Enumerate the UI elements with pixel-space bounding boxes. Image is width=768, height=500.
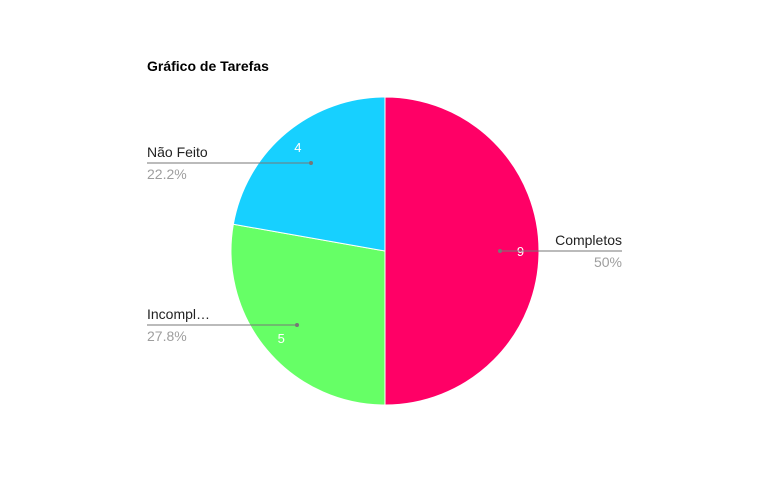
leader-dot-completos	[498, 249, 502, 253]
pie-slices	[230, 96, 540, 406]
slice-value-incompletos: 5	[278, 331, 285, 346]
chart-title: Gráfico de Tarefas	[147, 58, 269, 74]
leader-dot-nao-feito	[309, 161, 313, 165]
slice-percent-nao-feito: 22.2%	[147, 166, 187, 182]
slice-percent-incompletos: 27.8%	[147, 328, 187, 344]
slice-label-completos: Completos	[555, 232, 622, 248]
slice-label-nao-feito: Não Feito	[147, 144, 208, 160]
pie-slice-incompletos	[230, 223, 386, 406]
slice-percent-completos: 50%	[594, 254, 622, 270]
leader-dot-incompletos	[295, 323, 299, 327]
slice-value-nao-feito: 4	[294, 140, 301, 155]
pie-slice-nao-feito	[232, 96, 386, 252]
slice-label-incompletos: Incompl…	[147, 306, 210, 322]
